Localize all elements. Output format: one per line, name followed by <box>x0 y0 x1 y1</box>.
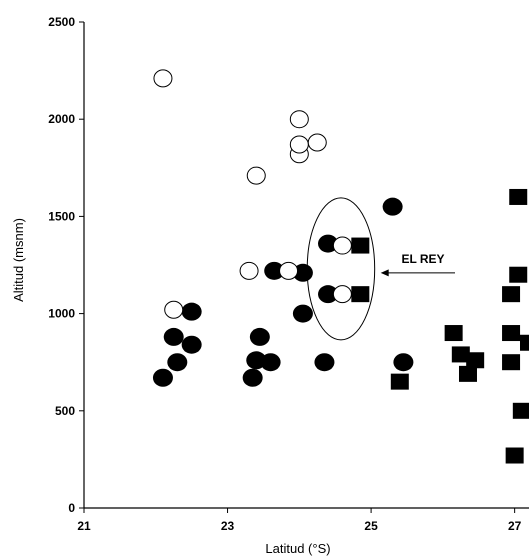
x-tick-label: 21 <box>77 519 91 533</box>
data-point-filled-circle <box>292 304 313 323</box>
data-point-square <box>458 365 477 382</box>
data-point-filled-circle <box>314 353 335 372</box>
data-point-open-circle <box>153 69 173 88</box>
data-point-square <box>451 346 470 363</box>
arrow-head <box>380 269 389 277</box>
data-point-square <box>512 402 529 419</box>
data-point-square <box>509 188 528 205</box>
data-point-filled-circle <box>181 302 202 321</box>
data-point-filled-circle <box>318 285 339 304</box>
data-points <box>152 69 529 464</box>
data-point-square <box>502 286 521 303</box>
annotation-label: EL REY <box>401 252 444 266</box>
data-point-square <box>351 237 370 254</box>
data-point-filled-circle <box>167 353 188 372</box>
y-tick-label: 500 <box>55 404 75 418</box>
data-point-open-circle <box>307 133 327 152</box>
data-point-filled-circle <box>393 353 414 372</box>
y-tick-label: 1500 <box>48 209 75 223</box>
highlight-ellipse <box>306 197 376 341</box>
data-point-open-circle <box>332 236 352 255</box>
axes <box>83 22 529 509</box>
annotation: EL REY <box>306 197 455 341</box>
data-point-open-circle <box>239 261 259 280</box>
y-axis-title: Altitud (msnm) <box>11 218 26 302</box>
data-point-square <box>520 334 529 351</box>
x-tick-label: 23 <box>221 519 235 533</box>
x-tick-label: 27 <box>508 519 522 533</box>
y-tick-label: 2500 <box>48 15 75 29</box>
data-point-filled-circle <box>260 353 281 372</box>
y-tick-label: 0 <box>68 501 75 515</box>
x-tick-label: 25 <box>364 519 378 533</box>
data-point-filled-circle <box>382 197 403 216</box>
data-point-open-circle <box>279 261 299 280</box>
data-point-square <box>466 352 485 369</box>
data-point-filled-circle <box>249 327 270 346</box>
data-point-square <box>509 266 528 283</box>
x-ticks: 21 23 25 27 <box>77 508 522 533</box>
y-ticks: 0 500 1000 1500 2000 2500 <box>48 15 84 515</box>
data-point-filled-circle <box>181 335 202 354</box>
data-point-filled-circle <box>152 368 173 387</box>
data-point-square <box>502 354 521 371</box>
x-axis-title: Latitud (°S) <box>265 541 330 556</box>
data-point-open-circle <box>332 285 352 304</box>
data-point-open-circle <box>246 166 266 185</box>
y-tick-label: 1000 <box>48 307 75 321</box>
data-point-open-circle <box>289 135 309 154</box>
data-point-filled-circle <box>264 261 285 280</box>
data-point-open-circle <box>289 110 309 129</box>
data-point-filled-circle <box>318 234 339 253</box>
data-point-square <box>502 325 521 342</box>
data-point-filled-circle <box>163 327 184 346</box>
y-tick-label: 2000 <box>48 112 75 126</box>
data-point-square <box>351 286 370 303</box>
data-point-filled-circle <box>242 368 263 387</box>
data-point-square <box>444 325 463 342</box>
data-point-square <box>505 447 524 464</box>
data-point-square <box>390 373 409 390</box>
data-point-open-circle <box>164 300 184 319</box>
